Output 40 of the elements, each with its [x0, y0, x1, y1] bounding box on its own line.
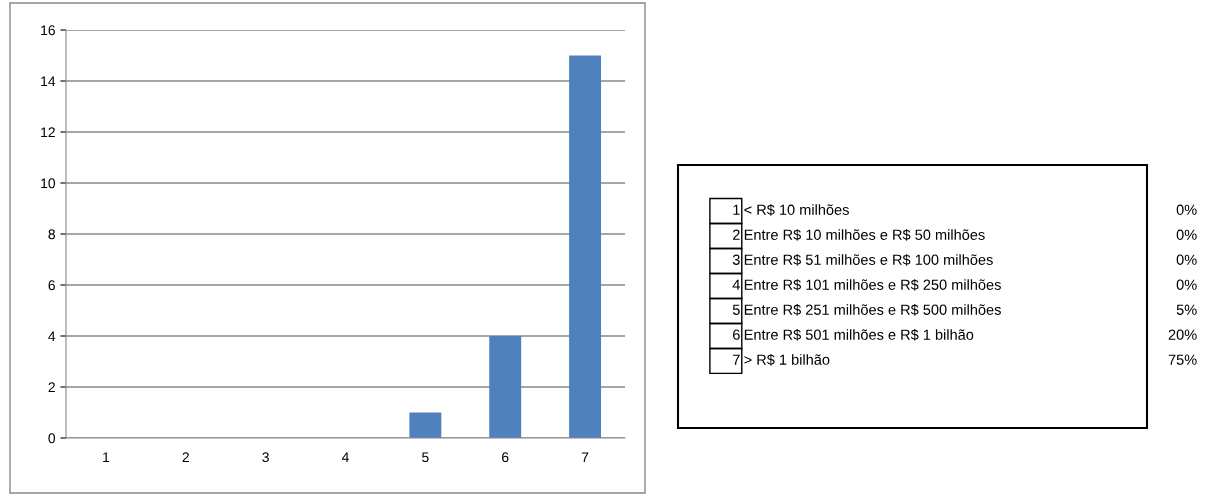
text: 0%	[1176, 229, 1197, 240]
text: 7	[733, 354, 740, 365]
y-tick-label: 14	[41, 76, 56, 87]
y-tick-label: 12	[41, 127, 55, 138]
y-tick-label: 10	[41, 178, 56, 189]
x-tick-label: 3	[262, 452, 269, 463]
text: Entre R$ 501 milhões e R$ 1 bilhão	[744, 328, 974, 341]
text: 6	[733, 329, 740, 340]
text: 5	[732, 304, 740, 315]
text: > R$ 1 bilhão	[744, 353, 830, 366]
text: Entre R$ 51 milhões e R$ 100 milhões	[744, 253, 993, 266]
x-tick-label: 1	[103, 452, 110, 462]
bar	[489, 336, 522, 438]
y-tick-label: 8	[48, 229, 55, 240]
y-tick-label: 4	[48, 331, 56, 342]
x-tick-label: 7	[581, 452, 589, 462]
text: < R$ 10 milhões	[744, 204, 849, 216]
bar	[409, 412, 442, 438]
text: 1	[733, 204, 740, 215]
text: 0%	[1176, 279, 1197, 290]
text: 5%	[1176, 304, 1197, 315]
text: 4	[732, 279, 740, 290]
text: Entre R$ 251 milhões e R$ 500 milhões	[744, 303, 1001, 316]
text: 75%	[1168, 354, 1197, 365]
text: 3	[732, 254, 740, 265]
y-tick-label: 0	[48, 433, 56, 444]
x-tick-label: 4	[341, 452, 349, 462]
text: 0%	[1176, 204, 1197, 215]
bar	[569, 55, 602, 438]
x-tick-label: 6	[502, 452, 509, 463]
text: 0%	[1176, 254, 1197, 265]
x-tick-label: 2	[182, 452, 189, 462]
text: 2	[733, 229, 740, 240]
text: Entre R$ 10 milhões e R$ 50 milhões	[744, 228, 985, 241]
y-tick-label: 2	[48, 382, 55, 393]
text: 20%	[1168, 329, 1197, 340]
y-tick-label: 16	[41, 25, 55, 36]
y-tick-label: 6	[48, 280, 55, 291]
text: Entre R$ 101 milhões e R$ 250 milhões	[744, 278, 1001, 291]
x-tick-label: 5	[422, 452, 429, 463]
